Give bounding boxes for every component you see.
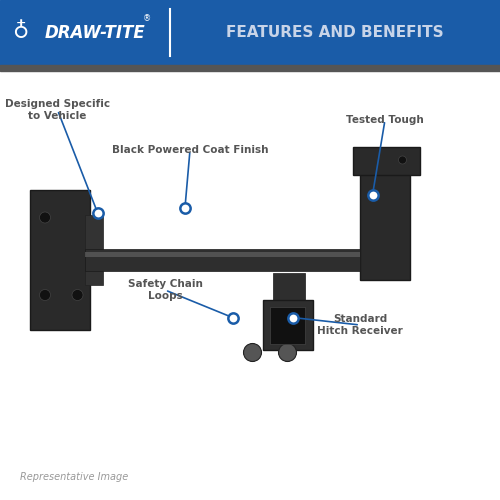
Text: DRAW-TITE: DRAW-TITE: [44, 24, 146, 42]
Bar: [0, 65, 500, 71]
FancyBboxPatch shape: [85, 249, 360, 271]
FancyBboxPatch shape: [272, 272, 305, 308]
FancyBboxPatch shape: [352, 148, 420, 175]
FancyBboxPatch shape: [262, 300, 312, 350]
Point: [368, 191, 376, 199]
Text: Representative Image: Representative Image: [20, 472, 128, 482]
FancyBboxPatch shape: [270, 306, 305, 344]
Point: [228, 314, 236, 322]
FancyBboxPatch shape: [30, 190, 90, 330]
Text: Designed Specific
to Vehicle: Designed Specific to Vehicle: [5, 99, 110, 121]
Text: Black Powered Coat Finish: Black Powered Coat Finish: [112, 145, 268, 155]
Text: ®: ®: [144, 14, 152, 23]
Point: [288, 314, 296, 322]
Text: FEATURES AND BENEFITS: FEATURES AND BENEFITS: [226, 25, 444, 40]
Circle shape: [278, 344, 296, 361]
Point: [181, 204, 189, 212]
Text: ♁: ♁: [12, 22, 28, 42]
Text: Standard
Hitch Receiver: Standard Hitch Receiver: [317, 314, 403, 336]
Circle shape: [244, 344, 262, 361]
Bar: [0, 0, 500, 65]
Text: Safety Chain
Loops: Safety Chain Loops: [128, 279, 202, 301]
Circle shape: [72, 290, 83, 300]
Point: [94, 208, 102, 216]
FancyBboxPatch shape: [85, 215, 102, 285]
FancyBboxPatch shape: [85, 252, 360, 258]
Circle shape: [40, 290, 50, 300]
Circle shape: [398, 156, 406, 164]
Bar: [0, 71, 500, 500]
Circle shape: [40, 212, 50, 223]
Text: Tested Tough: Tested Tough: [346, 115, 424, 125]
FancyBboxPatch shape: [360, 165, 410, 280]
